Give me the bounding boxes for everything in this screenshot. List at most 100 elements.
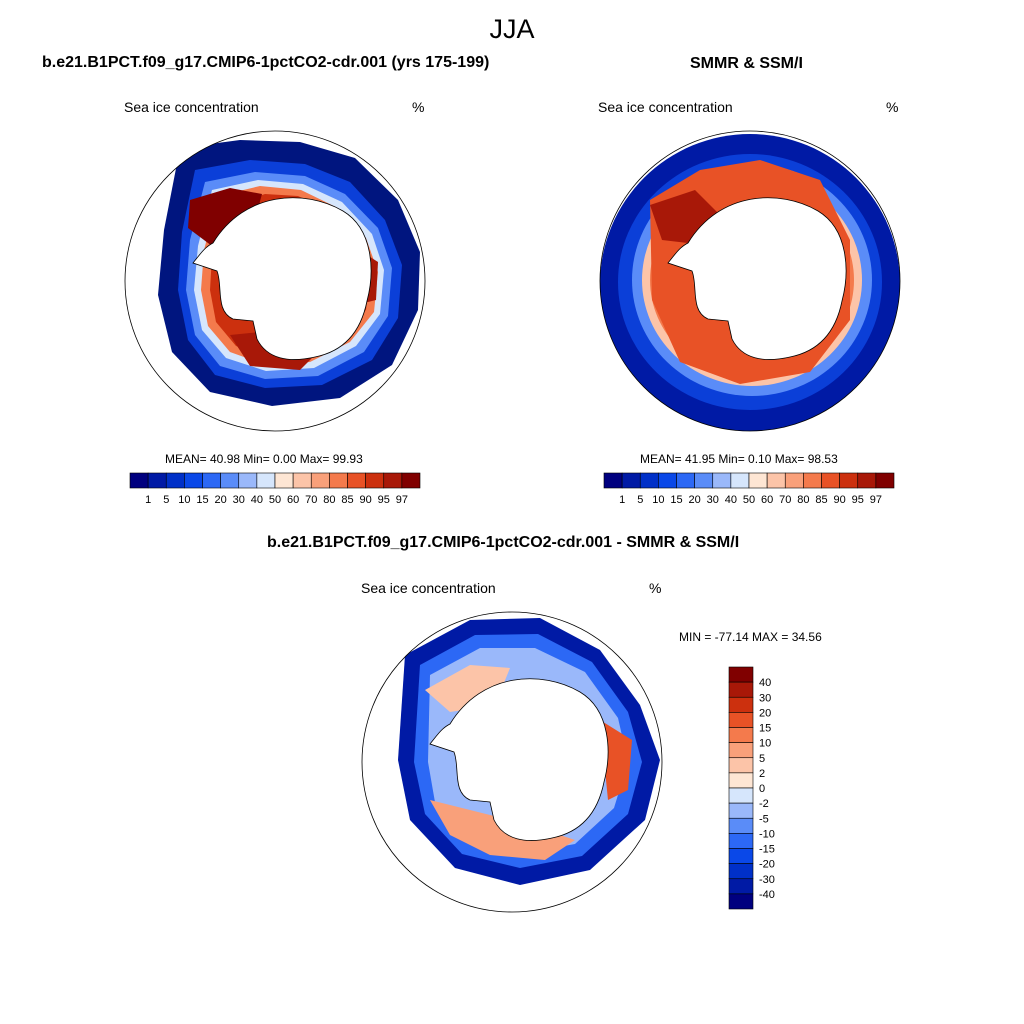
colorbar-swatch — [347, 472, 366, 489]
colorbar-tick-label: 5 — [637, 494, 643, 506]
colorbar-tick-label: 2 — [759, 768, 765, 780]
units-label-obs: % — [886, 99, 899, 115]
map-obs — [599, 130, 901, 432]
colorbar-tick-label: 5 — [759, 753, 765, 765]
colorbar-tick-label: 90 — [834, 494, 846, 506]
colorbar-swatch — [292, 472, 312, 489]
colorbar-tick-label: 60 — [761, 494, 773, 506]
colorbar-swatch — [147, 472, 167, 489]
colorbar-tick-label: 80 — [797, 494, 809, 506]
colorbar-tick-label: 10 — [759, 738, 771, 750]
colorbar-tick-label: 40 — [759, 677, 771, 689]
colorbar-tick-label: -10 — [759, 828, 775, 840]
colorbar-swatch — [857, 472, 877, 489]
colorbar-tick-label: 95 — [852, 494, 864, 506]
colorbar-tick-label: 30 — [707, 494, 719, 506]
colorbar-tick-label: 10 — [178, 494, 190, 506]
colorbar-tick-label: -5 — [759, 813, 769, 825]
variable-label-model: Sea ice concentration — [124, 99, 259, 115]
colorbar-tick-label: 30 — [233, 494, 245, 506]
colorbar-swatch — [728, 681, 754, 698]
colorbar-swatch — [238, 472, 258, 489]
colorbar-tick-label: 1 — [145, 494, 151, 506]
colorbar-tick-label: 0 — [759, 783, 765, 795]
colorbar-tick-label: 60 — [287, 494, 299, 506]
colorbar-tick-label: 70 — [779, 494, 791, 506]
colorbar-swatch — [728, 863, 754, 880]
colorbar-swatch — [728, 772, 754, 789]
colorbar-tick-label: 97 — [870, 494, 882, 506]
colorbar-tick-label: 90 — [360, 494, 372, 506]
colorbar-tick-label: -20 — [759, 859, 775, 871]
colorbar-swatch — [728, 787, 754, 804]
colorbar-tick-label: 5 — [163, 494, 169, 506]
colorbar-tick-label: 85 — [341, 494, 353, 506]
panel-title-model: b.e21.B1PCT.f09_g17.CMIP6-1pctCO2-cdr.00… — [42, 54, 490, 71]
colorbar-swatch — [728, 666, 754, 683]
colorbar-swatch — [728, 817, 754, 834]
colorbar-swatch — [603, 472, 623, 489]
colorbar-tick-label: -40 — [759, 889, 775, 901]
stats-diff: MIN = -77.14 MAX = 34.56 — [679, 630, 822, 644]
colorbar-swatch — [728, 802, 754, 819]
colorbar-swatch — [728, 833, 754, 849]
colorbar-tick-label: 80 — [323, 494, 335, 506]
colorbar-tick-label: -2 — [759, 798, 769, 810]
colorbar-swatch — [748, 472, 768, 489]
colorbar-swatch — [728, 757, 754, 774]
colorbar-tick-label: 15 — [196, 494, 208, 506]
colorbar-tick-label: 20 — [215, 494, 227, 506]
colorbar-tick-label: 20 — [689, 494, 701, 506]
colorbar-swatch — [728, 893, 754, 910]
colorbar-swatch — [728, 696, 754, 713]
colorbar-tick-label: 85 — [815, 494, 827, 506]
colorbar-swatch — [803, 472, 822, 489]
colorbar-tick-label: -15 — [759, 844, 775, 856]
colorbar-swatch — [728, 712, 754, 728]
colorbar-tick-label: 15 — [670, 494, 682, 506]
colorbar-swatch — [728, 727, 754, 743]
colorbar-swatch — [766, 472, 786, 489]
colorbar-tick-label: 20 — [759, 707, 771, 719]
colorbar-swatch — [365, 472, 385, 489]
colorbar-swatch — [658, 472, 677, 489]
variable-label-diff: Sea ice concentration — [361, 580, 496, 596]
colorbar-tick-label: 1 — [619, 494, 625, 506]
colorbar-swatch — [310, 472, 330, 489]
colorbar-swatch — [129, 472, 149, 489]
colorbar-swatch — [728, 742, 754, 759]
colorbar-tick-label: 10 — [652, 494, 664, 506]
colorbar-obs: 1 5 10 15 20 30 40 50 60 70 80 85 90 95 97 — [603, 472, 895, 506]
colorbar-tick-label: 50 — [269, 494, 281, 506]
colorbar-swatch — [728, 878, 754, 895]
variable-label-obs: Sea ice concentration — [598, 99, 733, 115]
colorbar-swatch — [728, 848, 754, 864]
stats-model: MEAN= 40.98 Min= 0.00 Max= 99.93 — [165, 452, 363, 466]
colorbar-swatch — [274, 472, 294, 489]
colorbar-swatch — [821, 472, 840, 489]
colorbar-swatch — [694, 472, 714, 489]
colorbar-tick-label: 70 — [305, 494, 317, 506]
colorbar-swatch — [165, 472, 185, 489]
map-model — [124, 130, 426, 432]
colorbar-swatch — [184, 472, 203, 489]
colorbar-swatch — [329, 472, 348, 489]
colorbar-tick-label: 15 — [759, 723, 771, 735]
colorbar-tick-label: 30 — [759, 692, 771, 704]
colorbar-swatch — [875, 472, 895, 489]
colorbar-swatch — [401, 472, 421, 489]
colorbar-swatch — [784, 472, 804, 489]
panel-title-obs: SMMR & SSM/I — [690, 55, 803, 72]
colorbar-swatch — [730, 472, 750, 489]
colorbar-tick-label: 97 — [396, 494, 408, 506]
colorbar-swatch — [676, 472, 695, 489]
units-label-diff: % — [649, 580, 662, 596]
colorbar-tick-label: 50 — [743, 494, 755, 506]
map-diff — [361, 611, 663, 913]
colorbar-tick-label: 40 — [251, 494, 263, 506]
colorbar-swatch — [220, 472, 240, 489]
panel-title-diff: b.e21.B1PCT.f09_g17.CMIP6-1pctCO2-cdr.00… — [267, 534, 740, 551]
colorbar-tick-label: -30 — [759, 874, 775, 886]
colorbar-swatch — [621, 472, 641, 489]
